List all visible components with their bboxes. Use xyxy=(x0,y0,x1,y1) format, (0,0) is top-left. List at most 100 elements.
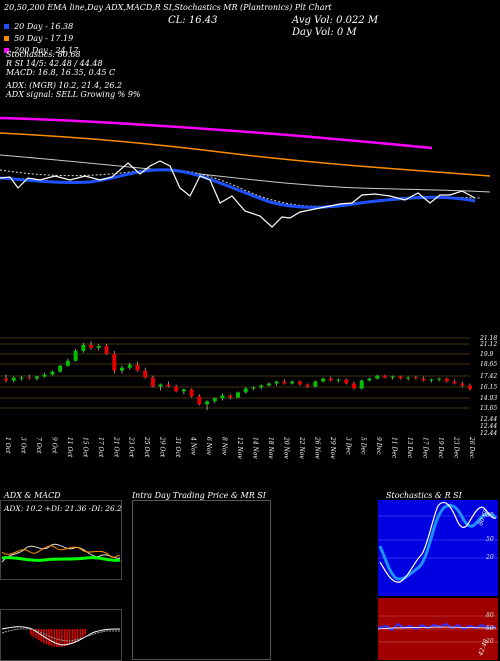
candle-body xyxy=(297,381,302,385)
intraday-panel-title: Intra Day Trading Price & MR SI xyxy=(132,491,266,500)
sma-dotted-line xyxy=(0,168,481,207)
ema20-legend: 20 Day - 16.38 xyxy=(4,14,73,33)
candle-body xyxy=(251,387,256,389)
macd-histogram-bar xyxy=(84,629,87,635)
date-tick-label: 29 Nov xyxy=(329,436,336,459)
candle-body xyxy=(413,377,418,379)
stochastics-value: Stochastics: 80.68 xyxy=(6,50,81,59)
ema20-line xyxy=(0,168,476,209)
candle-body xyxy=(382,375,387,378)
date-tick-label: 3 Dec xyxy=(344,437,351,455)
stoch-fast-line xyxy=(379,501,497,583)
macd-histogram-bar xyxy=(76,629,79,641)
candle-body xyxy=(143,370,148,378)
adx-signal: ADX signal: SELL Growing % 9% xyxy=(6,90,141,99)
price-tick-label: 16.15 xyxy=(480,384,497,391)
macd-histogram-bar xyxy=(37,629,40,641)
macd-line xyxy=(1,626,121,646)
candle-body xyxy=(336,379,341,381)
candle-body xyxy=(367,378,372,381)
macd-histogram-bar xyxy=(48,629,50,646)
macd-signal-line xyxy=(1,628,120,642)
candle-body xyxy=(290,381,295,384)
date-tick-label: 26 Dec xyxy=(468,436,475,459)
date-tick-label: 15 Oct xyxy=(81,437,88,458)
candle-body xyxy=(104,345,109,354)
candle-body xyxy=(321,378,326,382)
macd-histogram-bar xyxy=(61,629,63,647)
ema20-swatch xyxy=(4,24,9,29)
date-tick-label: 13 Dec xyxy=(406,437,413,459)
date-tick-label: 29 Oct xyxy=(159,436,166,458)
date-tick-label: 20 Nov xyxy=(282,436,289,459)
date-tick-label: 9 Oct xyxy=(50,437,57,454)
date-tick-label: 23 Oct xyxy=(128,436,135,458)
candle-body xyxy=(468,385,472,390)
candle-body xyxy=(42,374,47,377)
date-tick-label: 21 Oct xyxy=(112,436,119,458)
rsi-tick-80: 80 xyxy=(486,612,494,619)
candle-body xyxy=(96,345,101,348)
candle-body xyxy=(127,364,132,368)
di-minus-line xyxy=(1,545,121,558)
candle-body xyxy=(19,377,24,379)
candle-body xyxy=(189,389,194,397)
ema200-label: 200 Day - 24.17 xyxy=(14,46,79,55)
date-tick-label: 18 Nov xyxy=(267,437,274,459)
candle-body xyxy=(390,376,395,378)
price-tick-label: 14.93 xyxy=(480,395,497,402)
price-tick-label: 21.12 xyxy=(479,341,497,348)
ema50-swatch xyxy=(4,36,9,41)
date-tick-label: 14 Nov xyxy=(251,437,258,459)
candle-body xyxy=(421,378,426,381)
candle-body xyxy=(406,377,411,379)
date-tick-label: 11 Oct xyxy=(66,437,73,458)
candle-body xyxy=(460,383,465,386)
candle-body xyxy=(174,386,179,392)
candle-body xyxy=(65,360,70,366)
candle-body xyxy=(359,380,364,389)
candle-body xyxy=(158,384,163,387)
candle-body xyxy=(205,401,210,405)
rsi-tick-50: 50 xyxy=(486,625,494,632)
date-tick-label: 25 Oct xyxy=(143,436,150,458)
date-tick-label: 3 Oct xyxy=(19,437,26,454)
macd-histogram-bar xyxy=(32,629,35,637)
candle-body xyxy=(50,371,55,375)
close-price: CL: 16.43 xyxy=(168,15,218,26)
date-tick-label: 22 Nov xyxy=(298,436,305,459)
price-tick-label: 21.18 xyxy=(479,335,497,342)
macd-histogram-bar xyxy=(63,629,66,647)
candles xyxy=(4,340,472,411)
candle-body xyxy=(266,383,271,386)
adx-panel: ADX: 10.2 +DI: 21.36 -DI: 26.21 xyxy=(0,500,122,580)
candle-body xyxy=(236,392,240,398)
date-tick-label: 26 Nov xyxy=(313,436,320,459)
macd-histogram-bar xyxy=(79,629,81,639)
stoch-tick-50: 50 xyxy=(486,536,494,543)
candle-body xyxy=(344,379,349,384)
price-tick-label: 19.9 xyxy=(480,351,494,358)
price-tick-label: 12.44 xyxy=(480,430,497,435)
adx-value: ADX: (MGR) 10.2, 21.4, 26.2 xyxy=(6,81,123,90)
macd-histogram-bar xyxy=(66,629,68,646)
candle-body xyxy=(4,378,8,381)
macd-histogram-bar xyxy=(45,629,48,645)
candle-body xyxy=(328,378,333,381)
macd-panel xyxy=(0,609,122,661)
rsi-value: R SI 14/5: 42.48 / 44.48 xyxy=(6,59,103,68)
macd-histogram-bar xyxy=(58,629,61,647)
ema50-legend: 50 Day - 17.19 xyxy=(4,26,73,45)
candle-body xyxy=(228,395,233,398)
date-tick-label: 12 Nov xyxy=(236,437,243,459)
candle-body xyxy=(375,375,380,379)
rsi-signal-line xyxy=(378,626,497,630)
date-tick-label: 31 Oct xyxy=(174,437,181,458)
rsi-panel: 80 50 20 42.48 xyxy=(378,598,498,660)
ema50-label: 50 Day - 17.19 xyxy=(14,34,74,43)
ema200-legend: 200 Day - 24.17 xyxy=(4,38,78,57)
candle-body xyxy=(259,385,264,388)
candle-body xyxy=(313,381,318,387)
macd-histogram-bar xyxy=(82,629,84,637)
